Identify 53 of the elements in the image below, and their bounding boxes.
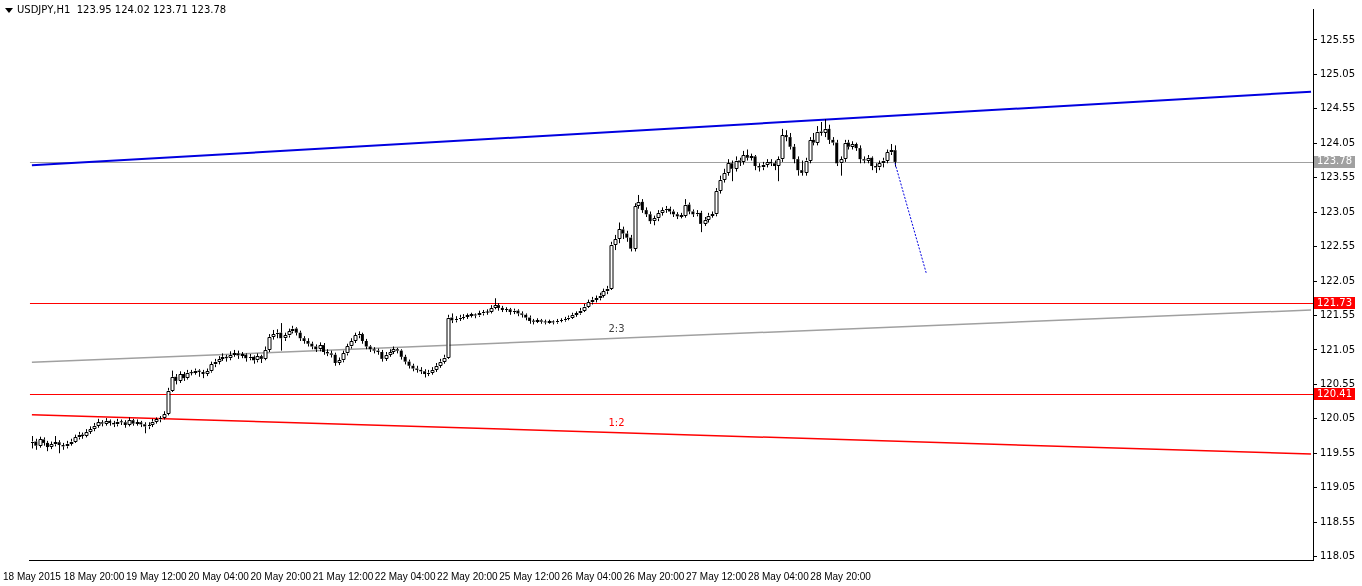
- x-tick-label: 21 May 12:00: [312, 570, 374, 582]
- candlestick: [294, 328, 298, 336]
- x-tick-label: 20 May 20:00: [250, 570, 312, 582]
- x-tick-label: 22 May 20:00: [437, 570, 499, 582]
- ref-line-label: 120.41: [1317, 387, 1353, 399]
- x-tick-label: 28 May 20:00: [810, 570, 872, 582]
- candlestick: [524, 314, 528, 321]
- x-tick-label: 27 May 12:00: [685, 570, 747, 582]
- chart-title: USDJPY,H1 123.95 124.02 123.71 123.78: [17, 4, 227, 15]
- series-label: 1:2: [608, 417, 625, 429]
- x-tick-label: 18 May 2015: [3, 570, 62, 582]
- ref-line-label: 121.73: [1317, 296, 1353, 308]
- candlestick: [508, 309, 512, 316]
- y-tick-label: 118.05: [1320, 550, 1356, 562]
- y-tick-label: 119.55: [1320, 446, 1356, 458]
- y-tick-label: 122.05: [1320, 274, 1356, 286]
- candlestick: [302, 335, 306, 345]
- candlestick: [539, 320, 543, 325]
- y-tick-label: 120.05: [1320, 412, 1356, 424]
- y-tick-label: 125.05: [1320, 68, 1356, 80]
- candlestick: [399, 350, 403, 361]
- y-tick-label: 124.05: [1320, 136, 1356, 148]
- x-tick-label: 18 May 20:00: [63, 570, 125, 582]
- x-tick-label: 22 May 04:00: [374, 570, 436, 582]
- candlestick: [520, 310, 524, 319]
- y-tick-label: 123.55: [1320, 171, 1356, 183]
- candlestick: [644, 206, 648, 218]
- x-tick-label: 26 May 20:00: [623, 570, 685, 582]
- y-tick-label: 118.55: [1320, 515, 1356, 527]
- y-tick-label: 125.55: [1320, 33, 1356, 45]
- candlestick: [143, 421, 147, 434]
- y-tick-label: 119.05: [1320, 481, 1356, 493]
- candlestick: [368, 346, 372, 353]
- ref-line-label: 123.78: [1317, 155, 1353, 167]
- x-tick-label: 26 May 04:00: [561, 570, 623, 582]
- y-tick-label: 124.55: [1320, 102, 1356, 114]
- y-tick-label: 121.55: [1320, 309, 1356, 321]
- x-tick-label: 25 May 12:00: [499, 570, 561, 582]
- x-tick-label: 20 May 04:00: [188, 570, 250, 582]
- candlestick: [640, 198, 644, 214]
- candlestick: [858, 144, 862, 164]
- y-tick-label: 120.55: [1320, 377, 1356, 389]
- x-tick-label: 28 May 04:00: [748, 570, 810, 582]
- candlestick: [500, 305, 504, 313]
- series-label: 2:3: [608, 323, 625, 334]
- candlestick: [407, 359, 411, 370]
- candlestick: [252, 356, 256, 365]
- y-tick-label: 122.55: [1320, 240, 1356, 252]
- y-tick-label: 123.05: [1320, 205, 1356, 217]
- candlestick: [57, 439, 61, 454]
- y-tick-label: 121.05: [1320, 343, 1356, 355]
- x-tick-label: 19 May 12:00: [126, 570, 188, 582]
- candlestick: [671, 208, 675, 218]
